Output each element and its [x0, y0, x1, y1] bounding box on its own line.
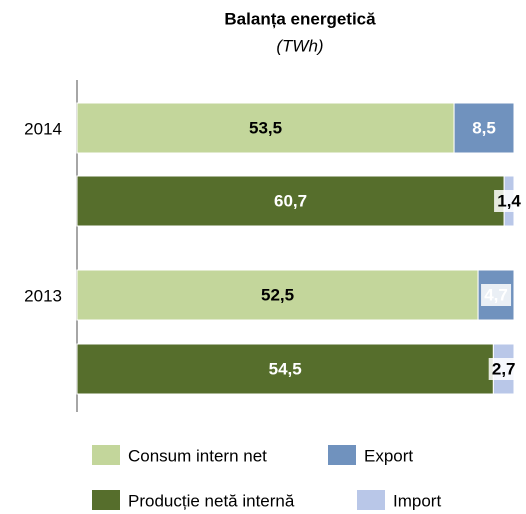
legend-label: Export	[364, 446, 413, 465]
legend-label: Import	[393, 491, 441, 510]
y-tick-label: 2013	[24, 286, 62, 305]
legend-swatch	[92, 490, 120, 510]
chart-subtitle: (TWh)	[276, 36, 323, 55]
data-label: 8,5	[472, 118, 496, 137]
data-label-box	[494, 190, 525, 212]
data-label: 52,5	[261, 285, 294, 304]
legend-swatch	[328, 445, 356, 465]
chart-title: Balanța energetică	[224, 9, 376, 28]
bar-segment	[453, 102, 515, 154]
bar-segment	[76, 102, 455, 154]
data-label: 1,4	[497, 191, 521, 210]
bar-segment	[76, 343, 494, 395]
bar-segment	[76, 175, 505, 227]
legend-label: Producție netă internă	[128, 491, 295, 510]
data-label-box	[488, 358, 519, 380]
data-label: 53,5	[249, 118, 282, 137]
data-label: 4,7	[484, 285, 508, 304]
legend-swatch	[357, 490, 385, 510]
legend-label: Consum intern net	[128, 446, 267, 465]
y-tick-label: 2014	[24, 119, 62, 138]
legend-swatch	[92, 445, 120, 465]
data-label: 54,5	[269, 359, 302, 378]
data-label-box	[481, 284, 512, 306]
bar-segment	[76, 269, 479, 321]
data-label: 2,7	[492, 359, 516, 378]
data-label: 60,7	[274, 191, 307, 210]
